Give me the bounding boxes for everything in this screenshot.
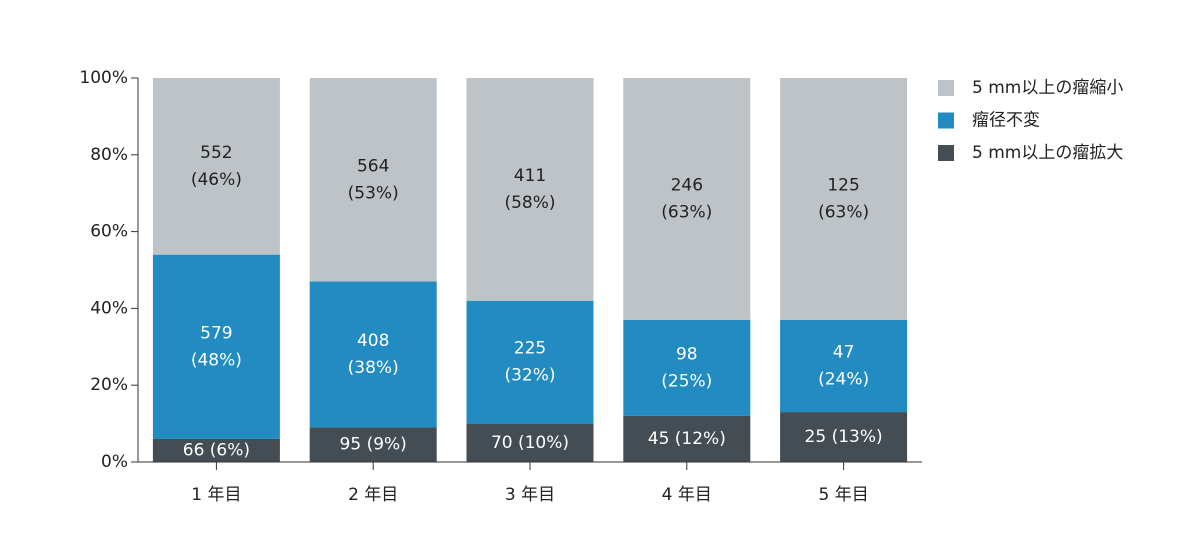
data-label: 552: [200, 143, 232, 163]
data-label: 70 (10%): [491, 433, 569, 453]
data-label: 225: [514, 339, 546, 359]
data-label: 411: [514, 166, 546, 186]
data-label: 47: [833, 343, 855, 363]
data-label: 564: [357, 156, 389, 176]
y-tick-label: 100%: [79, 68, 128, 88]
bar-segment: [466, 423, 594, 462]
bar-segment: [780, 319, 908, 413]
data-label: (63%): [661, 202, 712, 222]
legend-swatch: [938, 145, 954, 161]
bar-segment: [623, 319, 751, 416]
legend-label: 5 mm以上の瘤縮小: [972, 78, 1123, 98]
data-label: (63%): [818, 202, 869, 222]
legend-label: 5 mm以上の瘤拡大: [972, 143, 1123, 163]
bar-segment: [309, 427, 437, 462]
bar-segment: [623, 78, 751, 320]
data-label: 579: [200, 323, 232, 343]
data-label: (38%): [348, 358, 399, 378]
data-label: (58%): [504, 193, 555, 213]
x-tick-label: 5 年目: [818, 485, 868, 505]
legend-swatch: [938, 112, 954, 129]
x-tick-label: 2 年目: [348, 485, 398, 505]
y-tick-label: 80%: [90, 145, 128, 165]
data-label: 25 (13%): [805, 427, 883, 447]
bar-segment: [152, 254, 280, 439]
bar-segment: [780, 78, 908, 320]
data-label: 66 (6%): [183, 440, 250, 460]
bar-segment: [623, 415, 751, 462]
bar-segment: [152, 78, 280, 255]
bar-segment: [466, 78, 594, 301]
x-tick-label: 3 年目: [505, 485, 555, 505]
data-label: (24%): [818, 370, 869, 390]
x-tick-label: 4 年目: [662, 485, 712, 505]
bar-segment: [780, 412, 908, 462]
data-label: 95 (9%): [340, 435, 407, 455]
data-label: 408: [357, 331, 389, 351]
y-tick-label: 20%: [90, 375, 128, 395]
data-label: 98: [676, 344, 698, 364]
data-label: (46%): [191, 170, 242, 190]
y-tick-label: 0%: [101, 452, 128, 472]
bar-segment: [152, 438, 280, 462]
data-label: (25%): [661, 371, 712, 391]
bar-segment: [309, 78, 437, 282]
data-label: 45 (12%): [648, 429, 726, 449]
bar-segment: [466, 300, 594, 424]
data-label: (32%): [504, 366, 555, 386]
bar-segment: [309, 281, 437, 428]
x-tick-label: 1 年目: [191, 485, 241, 505]
y-tick-label: 40%: [90, 298, 128, 318]
legend-swatch: [938, 80, 954, 96]
data-label: (53%): [348, 183, 399, 203]
legend-label: 瘤径不変: [972, 111, 1040, 131]
data-label: (48%): [191, 350, 242, 370]
data-label: 125: [827, 175, 859, 195]
y-tick-label: 60%: [90, 222, 128, 242]
data-label: 246: [671, 175, 703, 195]
